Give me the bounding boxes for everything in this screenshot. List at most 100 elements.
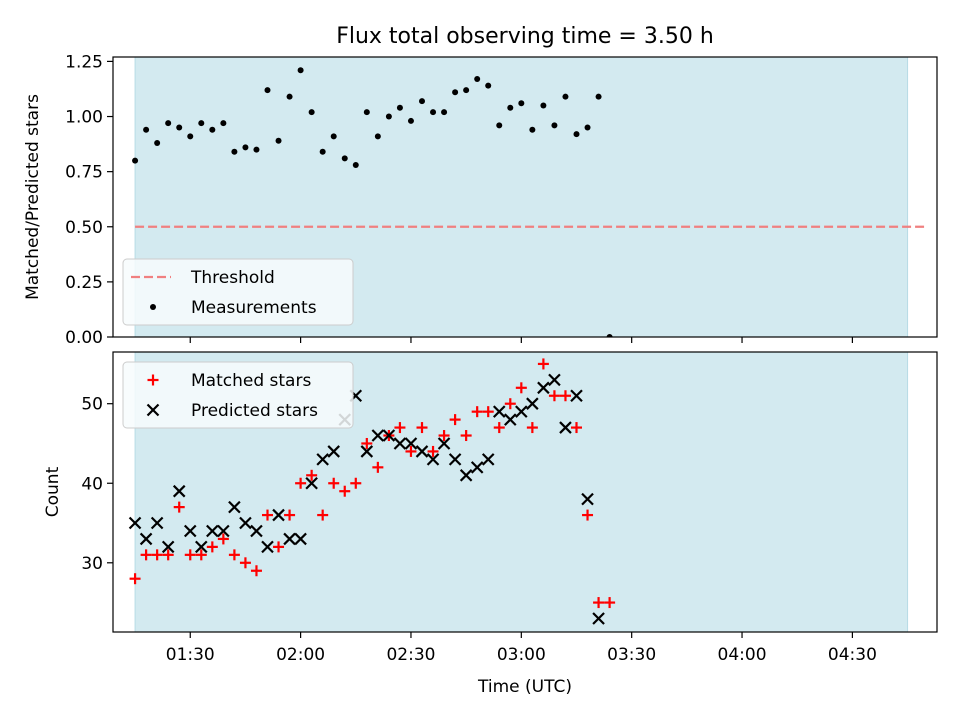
measurement-point <box>143 126 150 133</box>
predicted-point <box>305 476 318 490</box>
predicted-point <box>239 516 252 530</box>
matched-point <box>449 414 461 426</box>
predicted-point <box>426 453 440 466</box>
x-tick-label: 02:00 <box>276 645 325 665</box>
legend-label: Matched stars <box>191 371 311 391</box>
measurement-point <box>319 148 326 155</box>
matched-point <box>526 422 538 434</box>
predicted-point <box>515 405 528 418</box>
predicted-point <box>161 540 175 554</box>
y-tick-label: 40 <box>81 474 103 494</box>
matched-point <box>493 422 505 434</box>
predicted-point <box>548 373 561 387</box>
legend-matched-marker <box>147 374 159 386</box>
predicted-point <box>272 508 285 522</box>
matched-point <box>295 477 307 489</box>
y-tick-label: 0.00 <box>65 328 103 348</box>
measurement-point <box>595 93 602 100</box>
matched-point <box>515 382 527 394</box>
predicted-point <box>217 524 230 538</box>
measurement-point <box>187 133 194 140</box>
bottom-panel: 30 40 50 01:30 02:00 02:30 03:00 03:30 04:00 04:3… <box>43 351 938 665</box>
matched-point <box>173 501 185 513</box>
y-tick-label: 50 <box>81 395 103 415</box>
measurement-point <box>374 133 381 140</box>
legend-box <box>122 258 354 326</box>
matched-point <box>129 573 141 585</box>
predicted-point <box>404 437 418 450</box>
measurement-point <box>297 67 304 74</box>
matched-point <box>593 597 605 609</box>
x-tick-label: 04:30 <box>828 645 877 665</box>
measurement-point <box>165 120 172 127</box>
matched-point <box>504 398 516 410</box>
measurement-point <box>198 120 205 127</box>
matched-point <box>184 549 196 561</box>
measurement-point <box>518 100 525 107</box>
predicted-point <box>139 532 153 546</box>
predicted-point <box>294 532 307 546</box>
predicted-point <box>316 453 329 466</box>
matched-point <box>206 541 218 553</box>
y-tick-label: 0.75 <box>65 163 103 183</box>
predicted-point <box>526 397 539 410</box>
matched-point <box>582 509 594 521</box>
matched-point <box>339 485 351 497</box>
legend: Threshold Measurements <box>122 258 354 326</box>
measurement-point <box>474 76 481 83</box>
measurement-point <box>286 93 293 100</box>
predicted-point <box>195 540 208 554</box>
predicted-point <box>250 524 263 538</box>
matched-point <box>361 437 373 449</box>
y-tick-label: 1.00 <box>65 108 103 128</box>
predicted-point <box>371 429 385 442</box>
legend-box <box>122 361 354 429</box>
y-axis-label: Matched/Predicted stars <box>23 94 43 300</box>
matched-point <box>151 549 163 561</box>
measurement-point <box>385 113 392 120</box>
axes-frame <box>112 56 938 338</box>
measurement-point <box>407 117 414 124</box>
measurement-point <box>452 89 459 96</box>
predicted-point <box>492 405 506 418</box>
predicted-point <box>459 469 473 482</box>
measurement-point <box>562 93 569 100</box>
matched-point <box>482 406 494 418</box>
y-tick-label: 30 <box>81 554 103 574</box>
predicted-point <box>206 524 219 538</box>
predicted-point <box>537 381 550 395</box>
matched-point <box>571 422 582 434</box>
measurement-point <box>154 139 161 146</box>
matched-point <box>559 390 571 402</box>
predicted-point <box>570 389 583 403</box>
x-axis-label: Time (UTC) <box>477 677 572 697</box>
measurement-point <box>264 87 271 94</box>
matched-point <box>394 422 406 434</box>
matched-point <box>350 477 362 489</box>
measurement-point <box>529 126 536 133</box>
legend: Matched stars Predicted stars <box>122 361 354 429</box>
measurement-point <box>363 109 370 116</box>
measurement-point <box>573 131 580 138</box>
matched-point <box>217 533 229 545</box>
matched-point <box>548 390 560 402</box>
predicted-point <box>128 516 142 530</box>
matched-point <box>328 477 340 489</box>
measurement-point <box>463 87 470 94</box>
matched-point <box>427 445 439 457</box>
measurement-point <box>330 133 337 140</box>
measurement-point <box>496 122 503 129</box>
measurement-point <box>485 82 492 89</box>
measurement-point <box>606 334 613 337</box>
matched-point <box>262 509 273 521</box>
predicted-point <box>504 413 517 426</box>
measurement-point <box>308 109 315 116</box>
measurement-point <box>441 109 448 116</box>
measurement-point <box>132 157 139 164</box>
predicted-point <box>448 453 462 466</box>
measurement-point <box>352 162 359 169</box>
matched-point <box>140 549 152 561</box>
predicted-point <box>228 500 241 514</box>
measurement-point <box>507 104 514 111</box>
